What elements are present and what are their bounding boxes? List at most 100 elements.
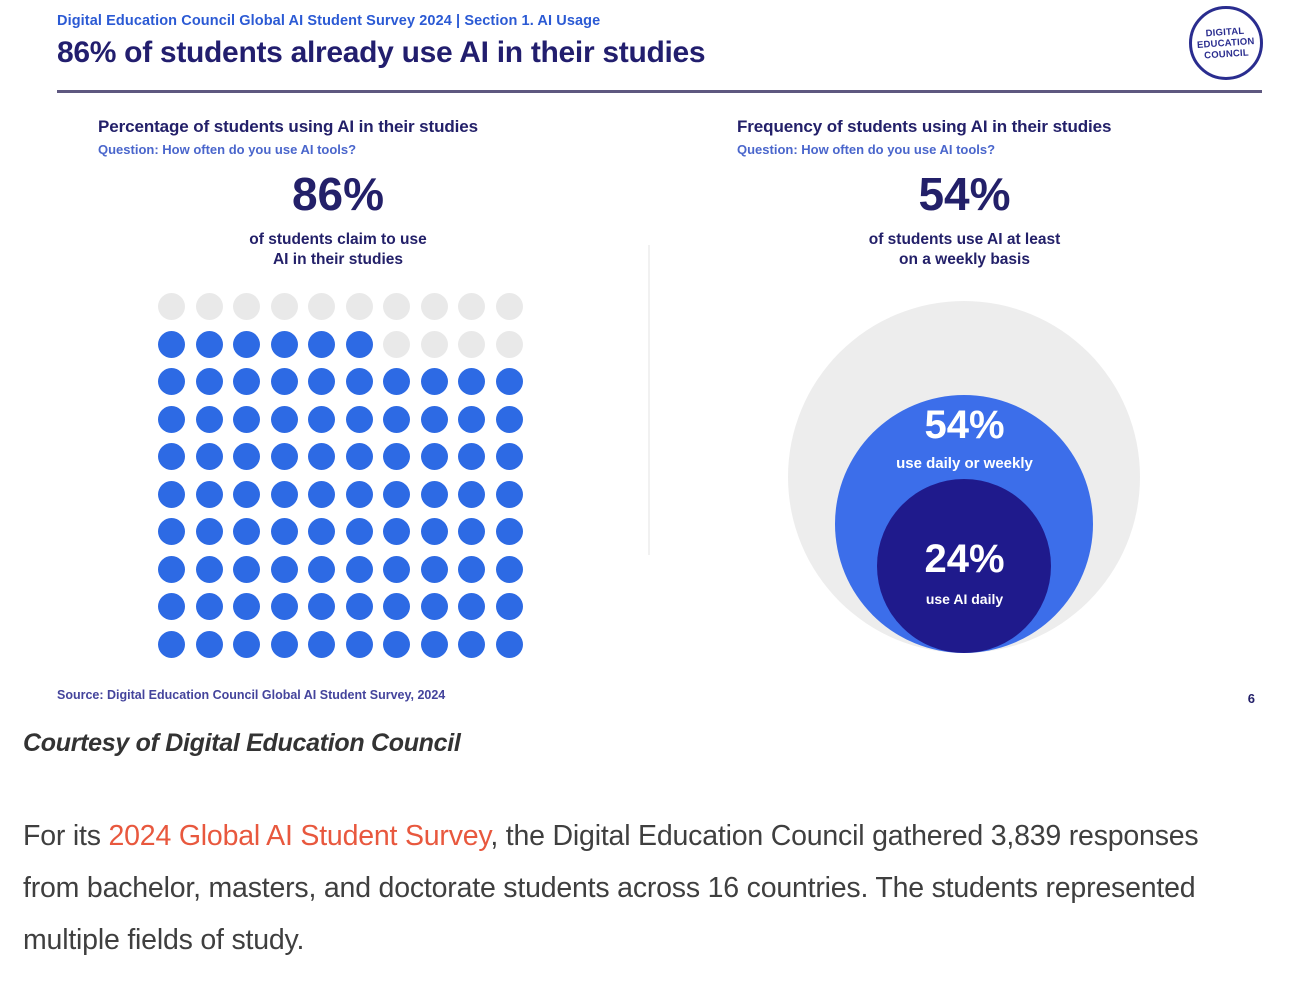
waffle-dot-filled xyxy=(308,443,335,470)
waffle-dot-filled xyxy=(345,480,373,508)
waffle-dot-filled xyxy=(195,555,223,583)
source-note: Source: Digital Education Council Global… xyxy=(57,688,446,702)
waffle-dot-filled xyxy=(308,480,335,508)
paragraph-text-after-link: , the Digital Education Council gathered… xyxy=(23,820,1199,956)
waffle-dot-filled xyxy=(158,368,185,395)
waffle-dot-filled xyxy=(233,593,260,620)
waffle-chart-heading: Percentage of students using AI in their… xyxy=(98,117,478,136)
paragraph-text-before-link: For its xyxy=(23,820,109,852)
waffle-dot-filled xyxy=(195,368,223,395)
waffle-dot-filled xyxy=(495,555,523,583)
waffle-dot-filled xyxy=(308,368,335,395)
nested-circles-chart: 54% use daily or weekly 24% use AI daily xyxy=(737,299,1192,659)
digital-education-council-logo: DIGITAL EDUCATION COUNCIL xyxy=(1189,6,1263,80)
waffle-dot-filled xyxy=(458,405,485,433)
waffle-dot-filled xyxy=(458,480,485,508)
waffle-dot-filled xyxy=(458,368,485,395)
waffle-dot-filled xyxy=(195,593,223,620)
waffle-dot-filled xyxy=(270,330,298,358)
waffle-dot-filled xyxy=(308,330,335,358)
waffle-dot-filled xyxy=(495,630,523,658)
circles-chart-question: Question: How often do you use AI tools? xyxy=(737,142,996,157)
waffle-dot-filled xyxy=(495,405,523,433)
waffle-dot-filled xyxy=(458,593,485,620)
waffle-dot-filled xyxy=(458,555,485,583)
survey-slide: Digital Education Council Global AI Stud… xyxy=(57,6,1263,706)
waffle-dot-empty xyxy=(458,330,485,358)
logo-text: DIGITAL EDUCATION COUNCIL xyxy=(1196,25,1256,62)
waffle-stat-value: 86% xyxy=(291,168,385,220)
waffle-dot-filled xyxy=(233,518,260,545)
image-caption: Courtesy of Digital Education Council xyxy=(23,729,461,757)
waffle-dot-filled xyxy=(495,443,523,470)
waffle-dot-filled xyxy=(383,518,410,545)
waffle-dot-filled xyxy=(233,480,260,508)
daily-users-value: 24% xyxy=(924,537,1005,581)
waffle-stat-caption-line1: of students claim to use xyxy=(249,231,427,248)
article-paragraph: For its 2024 Global AI Student Survey, t… xyxy=(23,810,1253,966)
slide-page-number: 6 xyxy=(1247,691,1255,706)
waffle-dot-filled xyxy=(158,443,185,470)
waffle-dot-filled xyxy=(158,555,185,583)
waffle-dot-filled xyxy=(308,555,335,583)
waffle-dot-filled xyxy=(233,443,260,470)
waffle-dot-filled xyxy=(383,555,410,583)
waffle-dot-filled xyxy=(495,593,523,620)
waffle-dot-empty xyxy=(383,330,410,358)
waffle-dot-filled xyxy=(345,368,373,395)
waffle-dot-empty xyxy=(420,330,448,358)
waffle-dot-filled xyxy=(158,630,185,658)
waffle-dot-filled xyxy=(195,405,223,433)
waffle-dot-filled xyxy=(383,368,410,395)
waffle-dot-empty xyxy=(458,293,485,320)
waffle-grid xyxy=(158,293,523,658)
waffle-dot-filled xyxy=(195,443,223,470)
circles-chart-heading: Frequency of students using AI in their … xyxy=(737,117,1112,136)
waffle-dot-filled xyxy=(345,330,373,358)
waffle-dot-filled xyxy=(233,405,260,433)
waffle-dot-filled xyxy=(420,518,448,545)
waffle-dot-filled xyxy=(195,480,223,508)
waffle-dot-filled xyxy=(308,593,335,620)
waffle-dot-filled xyxy=(420,630,448,658)
waffle-dot-empty xyxy=(495,330,523,358)
waffle-dot-filled xyxy=(270,368,298,395)
waffle-dot-filled xyxy=(158,518,185,545)
waffle-dot-filled xyxy=(308,405,335,433)
waffle-dot-filled xyxy=(495,518,523,545)
header-divider-rule xyxy=(57,90,1262,93)
waffle-dot-filled xyxy=(158,593,185,620)
waffle-dot-filled xyxy=(383,443,410,470)
waffle-stat-caption-line2: AI in their studies xyxy=(272,251,404,268)
waffle-dot-filled xyxy=(420,443,448,470)
circles-stat-caption-line2: on a weekly basis xyxy=(899,251,1030,268)
waffle-dot-filled xyxy=(345,443,373,470)
waffle-dot-filled xyxy=(420,368,448,395)
waffle-dot-filled xyxy=(495,480,523,508)
slide-kicker: Digital Education Council Global AI Stud… xyxy=(57,13,601,29)
waffle-dot-filled xyxy=(420,593,448,620)
circles-stat-caption-line1: of students use AI at least xyxy=(868,231,1061,248)
waffle-dot-filled xyxy=(195,330,223,358)
waffle-dot-filled xyxy=(270,630,298,658)
panel-divider-line xyxy=(648,245,650,555)
waffle-dot-filled xyxy=(308,518,335,545)
waffle-dot-filled xyxy=(195,630,223,658)
waffle-dot-filled xyxy=(233,630,260,658)
waffle-dot-filled xyxy=(383,480,410,508)
waffle-dot-filled xyxy=(233,368,260,395)
waffle-dot-empty xyxy=(495,293,523,320)
survey-link[interactable]: 2024 Global AI Student Survey xyxy=(108,820,491,852)
waffle-dot-filled xyxy=(345,630,373,658)
weekly-users-label: use daily or weekly xyxy=(896,455,1033,472)
circles-stat-value: 54% xyxy=(918,168,1011,220)
waffle-dot-filled xyxy=(495,368,523,395)
waffle-dot-empty xyxy=(195,293,223,320)
waffle-dot-empty xyxy=(345,293,373,320)
waffle-dot-empty xyxy=(420,293,448,320)
waffle-dot-filled xyxy=(270,518,298,545)
waffle-dot-empty xyxy=(270,293,298,320)
waffle-dot-filled xyxy=(233,330,260,358)
daily-users-label: use AI daily xyxy=(925,591,1004,607)
daily-users-circle xyxy=(877,479,1051,653)
